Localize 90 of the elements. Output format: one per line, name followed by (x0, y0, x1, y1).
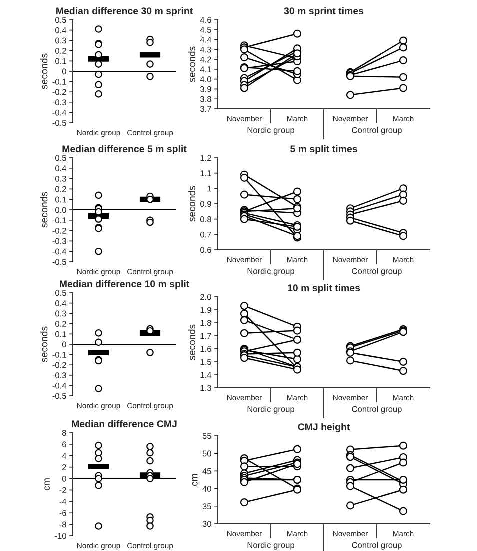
y-tick-label: 3.9 (200, 86, 212, 92)
y-tick-label: 0.0 (55, 207, 66, 214)
chart-title: 30 m sprint times (284, 7, 364, 16)
y-tick-label: 0.2 (55, 321, 66, 327)
y-tick-label: -0.2 (52, 228, 66, 234)
chart-title: Median difference 10 m split (60, 280, 190, 290)
y-tick-label: 35 (202, 504, 212, 510)
y-tick-label: 0.1 (55, 58, 66, 64)
y-tick-label: 4 (62, 453, 67, 459)
y-tick-label: 0.5 (55, 290, 66, 296)
y-tick-label: 0.1 (55, 331, 66, 338)
y-tick-label: 0.7 (200, 232, 212, 238)
y-tick-label: -0.1 (52, 352, 66, 358)
chart-title: Median difference 5 m split (62, 145, 187, 154)
y-tick-label: 4.5 (200, 27, 212, 33)
y-tick-label: 0.3 (55, 310, 66, 317)
y-tick-label: 2.0 (200, 294, 212, 300)
y-tick-label: 3.8 (200, 96, 212, 102)
y-tick-label: -0.5 (52, 259, 66, 266)
y-tick-label: 1 (208, 186, 212, 192)
chart-title: Median difference CMJ (72, 420, 177, 428)
y-tick-label: -4 (60, 498, 67, 505)
y-tick-label: -0.5 (52, 120, 66, 126)
y-tick-label: 3.7 (200, 106, 212, 112)
y-tick-label: 0.4 (55, 166, 67, 172)
y-axis-title: cm (192, 474, 198, 486)
y-tick-label: 0 (62, 476, 66, 482)
y-tick-label: 0.3 (55, 38, 66, 44)
y-tick-label: -0.5 (52, 393, 66, 400)
y-tick-label: 4.1 (200, 66, 212, 72)
y-axis-title: seconds (40, 54, 48, 90)
y-tick-label: 0.6 (200, 247, 212, 254)
y-tick-label: 0.2 (55, 186, 66, 192)
y-axis-title: seconds (40, 192, 48, 228)
y-tick-label: 1.2 (200, 155, 212, 162)
y-tick-label: -0.4 (52, 110, 67, 116)
y-tick-label: 50 (202, 450, 212, 457)
y-tick-label: 1.5 (200, 359, 212, 366)
y-tick-label: -0.3 (52, 100, 66, 106)
y-axis-title: seconds (188, 324, 196, 360)
y-tick-label: 6 (62, 442, 66, 448)
y-tick-label: -0.2 (52, 362, 66, 368)
y-tick-label: -10 (55, 533, 66, 540)
y-axis-title: seconds (40, 326, 48, 362)
y-tick-label: 0 (62, 342, 66, 348)
y-tick-label: 40 (202, 486, 212, 492)
y-tick-label: -0.3 (52, 372, 66, 378)
y-tick-label: 0.9 (200, 201, 212, 208)
y-tick-label: -0.2 (52, 89, 66, 96)
y-tick-label: 0.2 (55, 48, 66, 54)
y-tick-label: 4.3 (200, 46, 212, 53)
y-axis-title: seconds (188, 186, 196, 222)
y-tick-label: 0.3 (55, 176, 66, 182)
y-tick-label: 1.4 (200, 372, 212, 378)
y-tick-label: 2 (62, 464, 66, 470)
y-tick-label: -8 (60, 522, 66, 528)
y-tick-label: 4.4 (200, 37, 212, 43)
y-tick-label: 0 (62, 68, 66, 75)
y-tick-label: 8 (62, 430, 66, 436)
chart-title: Median difference 30 m sprint (56, 7, 193, 16)
y-tick-label: -0.4 (52, 248, 67, 255)
y-tick-label: 4.2 (200, 56, 212, 63)
y-tick-label: 4.0 (200, 76, 212, 82)
y-tick-label: 1.3 (200, 385, 212, 392)
y-tick-label: 4.6 (200, 17, 212, 24)
y-tick-label: 0.5 (55, 155, 66, 162)
y-tick-label: -0.3 (52, 238, 66, 244)
y-tick-label: 1.8 (200, 320, 212, 326)
y-tick-label: -2 (60, 487, 66, 494)
y-axis-title: seconds (188, 46, 196, 82)
y-tick-label: 0.5 (55, 17, 66, 24)
y-tick-label: 1.7 (200, 333, 212, 340)
y-tick-label: 0.4 (55, 28, 67, 34)
y-tick-label: 0.8 (200, 216, 212, 222)
y-tick-label: 1.1 (200, 170, 212, 176)
chart-title: CMJ height (298, 423, 350, 433)
y-tick-label: 1.6 (200, 346, 212, 352)
y-tick-label: 30 (202, 521, 212, 528)
y-tick-label: -0.4 (52, 382, 67, 389)
y-tick-label: -0.1 (52, 79, 66, 85)
y-tick-label: 45 (202, 468, 212, 474)
y-tick-label: 0.1 (55, 196, 66, 203)
y-tick-label: -0.1 (52, 218, 66, 224)
y-tick-label: 0.4 (55, 300, 67, 306)
y-axis-title: cm (44, 478, 50, 491)
chart-title: 5 m split times (290, 145, 358, 154)
y-tick-label: 55 (202, 433, 212, 440)
chart-title: 10 m split times (288, 284, 360, 294)
y-tick-label: 1.9 (200, 307, 212, 314)
y-tick-label: -6 (60, 510, 66, 516)
